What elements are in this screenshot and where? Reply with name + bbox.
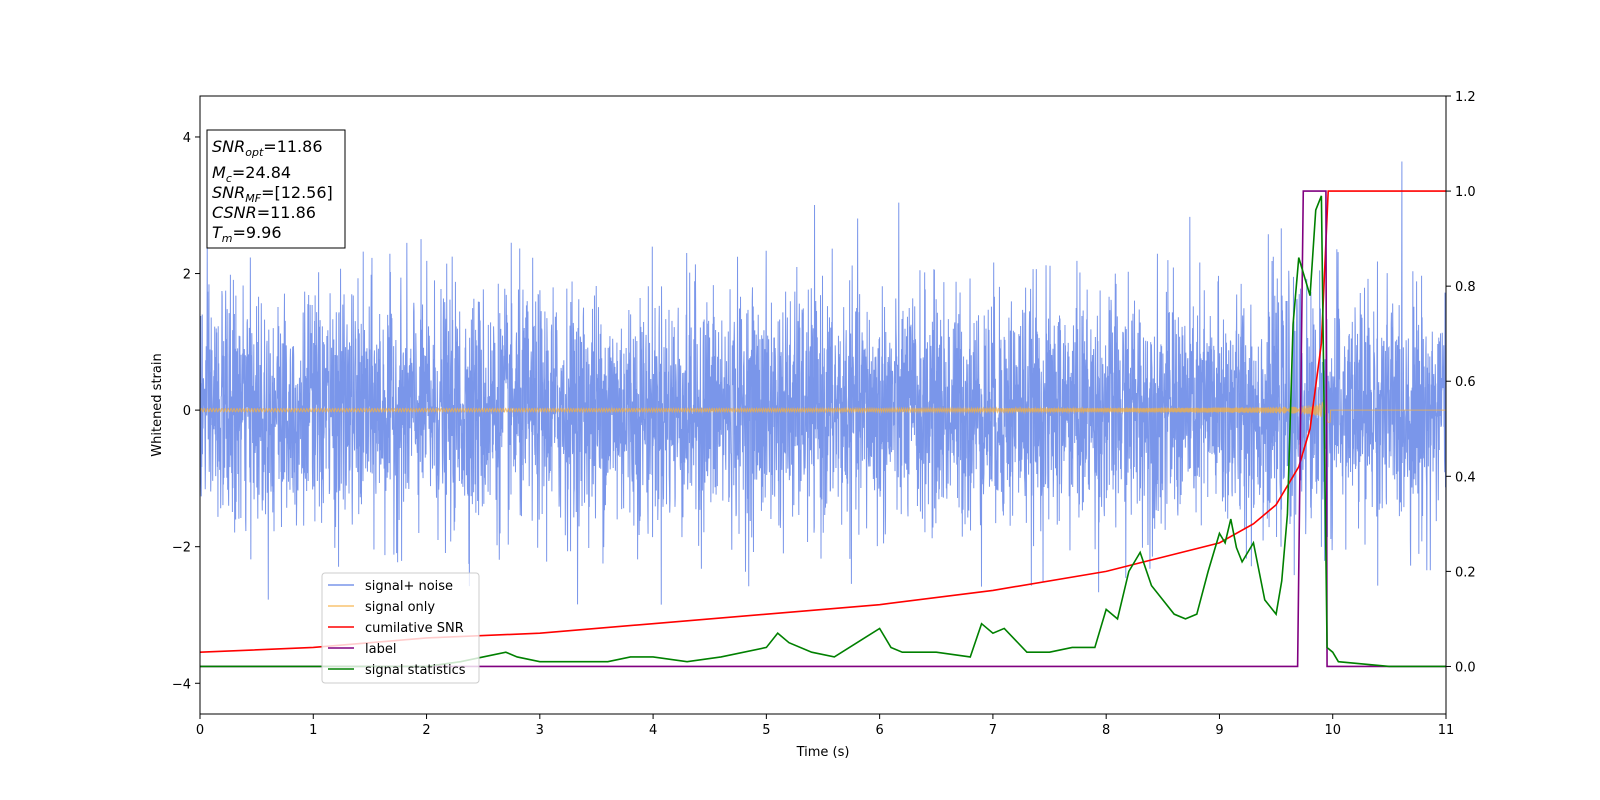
y-axis-left: −4 −2 0 2 4: [172, 131, 200, 692]
series-label: [200, 190, 1446, 668]
y-left-tick-label: 4: [183, 131, 191, 146]
legend-entry-signal-only: signal only: [328, 600, 435, 615]
y-axis-label: Whitened strain: [150, 353, 165, 456]
annotation-mc: Mc=24.84: [212, 163, 291, 185]
y-left-tick-label: 2: [183, 268, 191, 283]
plot-frame: [199, 95, 1447, 715]
y-left-tick-label: 0: [183, 404, 191, 419]
y-axis-right: 0.0 0.2 0.4 0.6 0.8 1.0 1.2: [1446, 90, 1476, 675]
legend-entry-cumulative-snr: cumilative SNR: [328, 621, 464, 636]
annotation-snr-opt: SNRopt=11.86: [212, 137, 323, 159]
y-right-tick-label: 1.2: [1455, 90, 1476, 105]
legend-box: [321, 572, 480, 684]
y-right-tick-label: 0.8: [1455, 280, 1476, 295]
y-left-tick-label: −2: [172, 541, 191, 556]
x-tick-label: 1: [309, 723, 317, 738]
x-tick-label: 4: [649, 723, 657, 738]
annotation-box: SNRopt=11.86 Mc=24.84 SNRMF=[12.56] CSNR…: [206, 129, 346, 249]
x-tick-label: 3: [536, 723, 544, 738]
x-tick-label: 5: [762, 723, 770, 738]
x-tick-label: 6: [875, 723, 883, 738]
svg-text:cumilative SNR: cumilative SNR: [365, 621, 464, 636]
svg-text:signal only: signal only: [365, 600, 435, 615]
x-tick-label: 11: [1438, 723, 1455, 738]
x-tick-label: 7: [989, 723, 997, 738]
y-right-tick-label: 0.4: [1455, 470, 1476, 485]
svg-text:signal statistics: signal statistics: [365, 663, 466, 678]
annotation-tm: Tm=9.96: [212, 223, 282, 245]
x-tick-label: 2: [422, 723, 430, 738]
legend-entry-label: label: [328, 642, 396, 657]
x-axis-label: Time (s): [796, 745, 850, 760]
series-signal-statistics: [200, 195, 1446, 668]
y-right-tick-label: 1.0: [1455, 185, 1476, 200]
x-tick-label: 10: [1324, 723, 1341, 738]
series-cumulative-snr: [200, 190, 1446, 653]
y-right-tick-label: 0.6: [1455, 375, 1476, 390]
annotation-snr-mf: SNRMF=[12.56]: [212, 183, 333, 205]
x-tick-label: 9: [1215, 723, 1223, 738]
x-axis: 0 1 2 3 4 5 6 7 8 9 10 11: [196, 714, 1454, 738]
svg-text:signal+ noise: signal+ noise: [365, 579, 453, 594]
legend-entry-signal-plus-noise: signal+ noise: [328, 579, 453, 594]
annotation-csnr: CSNR=11.86: [212, 203, 316, 222]
x-tick-label: 0: [196, 723, 204, 738]
legend: signal+ noise signal only cumilative SNR…: [321, 572, 480, 684]
x-tick-label: 8: [1102, 723, 1110, 738]
y-right-tick-label: 0.0: [1455, 660, 1476, 675]
svg-text:label: label: [365, 642, 396, 657]
series-signal-only: [200, 398, 1446, 423]
y-left-tick-label: −4: [172, 677, 191, 692]
y-right-tick-label: 0.2: [1455, 565, 1476, 580]
legend-entry-signal-statistics: signal statistics: [328, 663, 466, 678]
plot-area: [200, 161, 1446, 668]
